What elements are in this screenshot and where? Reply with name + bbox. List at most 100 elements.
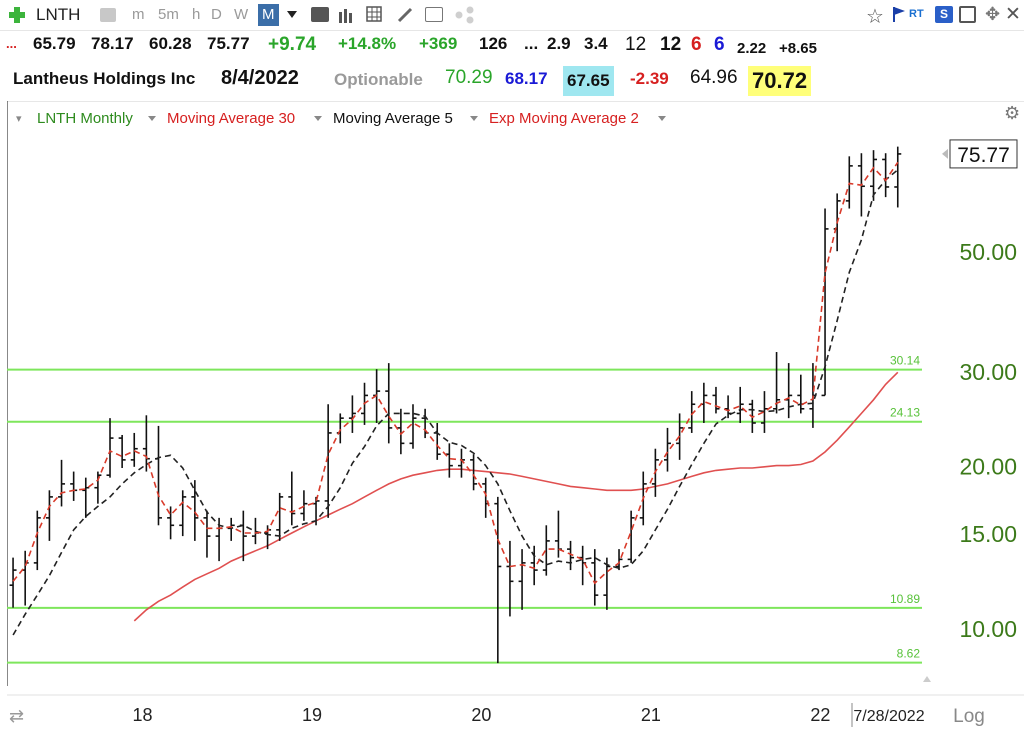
x-tick-label: 19 [302,705,322,725]
legend-settings-icon[interactable]: ▾ [16,113,22,125]
chart-area[interactable]: 30.14 24.13 10.89 8.62 10.00 15.00 20.00 30.00… [7,101,1024,738]
timeframe-minute[interactable]: m [132,6,145,23]
ema2-line [12,161,899,585]
ohlc-bar [179,490,187,537]
legend-dropdown-ma5[interactable] [470,116,478,121]
ma5-layer [12,169,899,636]
x-axis: 18 19 20 21 22 7/28/2022 Log ⇄ [7,676,1024,727]
ohlc-bar [324,404,332,518]
ohlc-bar [506,540,514,617]
stat-5: 12 [625,34,647,55]
legend-series-ma30[interactable]: Moving Average 30 [167,110,296,127]
horizontal-lines: 30.14 24.13 10.89 8.62 [7,354,922,664]
ma5-line [12,169,899,636]
optionable-label: Optionable [334,70,423,89]
timeframe-month[interactable]: M [258,4,279,26]
timeframe-day[interactable]: D [211,6,222,23]
net-change: +9.74 [268,34,317,55]
timeframe-hour[interactable]: h [192,6,201,23]
realtime-badge[interactable]: RT [909,8,924,20]
grid-icon[interactable] [366,6,384,23]
scroll-up-icon [923,676,931,682]
ohlc-bar [591,549,599,606]
value-2: 68.17 [505,69,548,88]
share-icon[interactable] [454,6,476,24]
price-chart[interactable]: 30.14 24.13 10.89 8.62 10.00 15.00 20.00 30.00… [7,101,1024,738]
x-tick-label: 21 [641,705,661,725]
flag-icon[interactable] [892,6,906,22]
ohlc-bar [409,404,417,449]
last-price-label: 75.77 [957,144,1010,167]
ohlc-bar [736,386,744,423]
close-icon[interactable]: ✕ [1005,4,1021,25]
quote-row-company: Lantheus Holdings Inc 8/4/2022 Optionabl… [0,66,1024,96]
ohlc-bar [276,492,284,541]
ohlc-bar [106,418,114,478]
level-label-1: 24.13 [890,406,920,420]
ohlc-bar [154,425,162,526]
ohlc-bar [70,471,78,501]
ohlc-bar [191,480,199,541]
log-scale-label: Log [953,706,985,727]
move-icon[interactable]: ✥ [985,4,1001,24]
ohlc-bar [494,496,502,664]
ohlc-bar [336,413,344,444]
legend-series-ema2[interactable]: Exp Moving Average 2 [489,110,639,127]
stat-1: +369 [419,34,458,53]
stat-8: 6 [714,34,725,55]
ohlc-bar [45,490,53,541]
legend-dropdown-ema2[interactable] [658,116,666,121]
legend-series-price[interactable]: LNTH Monthly [37,110,133,127]
symbol-label[interactable]: LNTH [36,5,81,24]
ohlc-bar [797,374,805,414]
ohlc-bar [712,386,720,414]
ohlc-bar [615,549,623,571]
legend-dropdown-ma30[interactable] [314,116,322,121]
ohlc-bar [482,477,490,518]
text-tool-icon[interactable] [311,7,329,22]
low-price: 60.28 [149,34,192,53]
y-tick-label: 15.00 [959,521,1017,547]
ohlc-bar [821,208,829,397]
ohlc-bar [348,395,356,433]
high-price: 78.17 [91,34,134,53]
legend-dropdown-price[interactable] [148,116,156,121]
timeframe-5minute[interactable]: 5m [158,6,179,23]
ohlc-bar [433,422,441,460]
x-tick-label: 20 [471,705,491,725]
save-icon[interactable] [959,6,976,23]
drawing-tools-icon[interactable] [100,8,116,22]
quote-row-prices: ... 65.79 78.17 60.28 75.77 +9.74 +14.8%… [0,34,1024,62]
s-badge[interactable]: S [935,6,953,23]
star-icon[interactable]: ☆ [866,6,884,28]
ohlc-bar [397,408,405,455]
ohlc-bar [445,443,453,478]
value-3: 67.65 [563,66,614,96]
value-5: 64.96 [690,67,738,88]
timeframe-week[interactable]: W [234,6,249,23]
ma30-line [133,371,899,622]
ohlc-bar [627,510,635,563]
stat-4: 3.4 [584,34,608,53]
close-price: 75.77 [207,34,250,53]
ohlc-bar [542,525,550,576]
quote-date: 8/4/2022 [221,67,299,89]
ohlc-bar [785,363,793,419]
ohlc-bar [239,510,247,562]
chevron-down-icon[interactable] [287,11,297,18]
y-tick-label: 50.00 [959,239,1017,265]
add-symbol-icon[interactable] [8,6,26,24]
legend-series-ma5[interactable]: Moving Average 5 [333,110,453,127]
ohlc-bar [518,549,526,610]
ohlc-bar [82,477,90,518]
bar-style-icon[interactable] [338,7,356,23]
ohlc-bar [894,146,902,208]
date-label: 7/28/2022 [853,708,924,725]
swap-arrows-icon: ⇄ [9,706,24,727]
company-name: Lantheus Holdings Inc [13,69,196,88]
pencil-icon[interactable] [396,6,414,24]
notes-icon[interactable] [425,7,443,22]
settings-gear-icon[interactable]: ⚙ [1004,103,1021,123]
ohlc-bar [688,391,696,433]
y-tick-label: 30.00 [959,359,1017,385]
